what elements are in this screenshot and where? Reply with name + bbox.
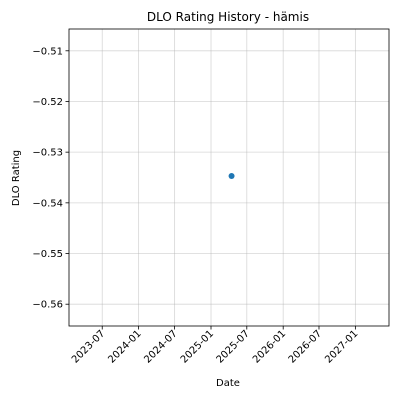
y-tick-label: −0.54 [32,198,63,209]
grid [69,29,389,326]
y-tick-label: −0.55 [32,249,63,260]
y-tick-label: −0.51 [32,46,63,57]
data-point [228,172,235,179]
x-axis-label: Date [216,378,240,389]
y-tick-label: −0.56 [32,300,63,311]
plot-frame [68,28,390,327]
data-marks [228,172,235,179]
y-axis-label: DLO Rating [11,150,22,206]
y-tick-label: −0.52 [32,97,63,108]
y-tick-label: −0.53 [32,148,63,159]
y-axis: −0.51 −0.52 −0.53 −0.54 −0.55 −0.56 [32,46,69,311]
chart-title: DLO Rating History - hämis [147,10,309,24]
